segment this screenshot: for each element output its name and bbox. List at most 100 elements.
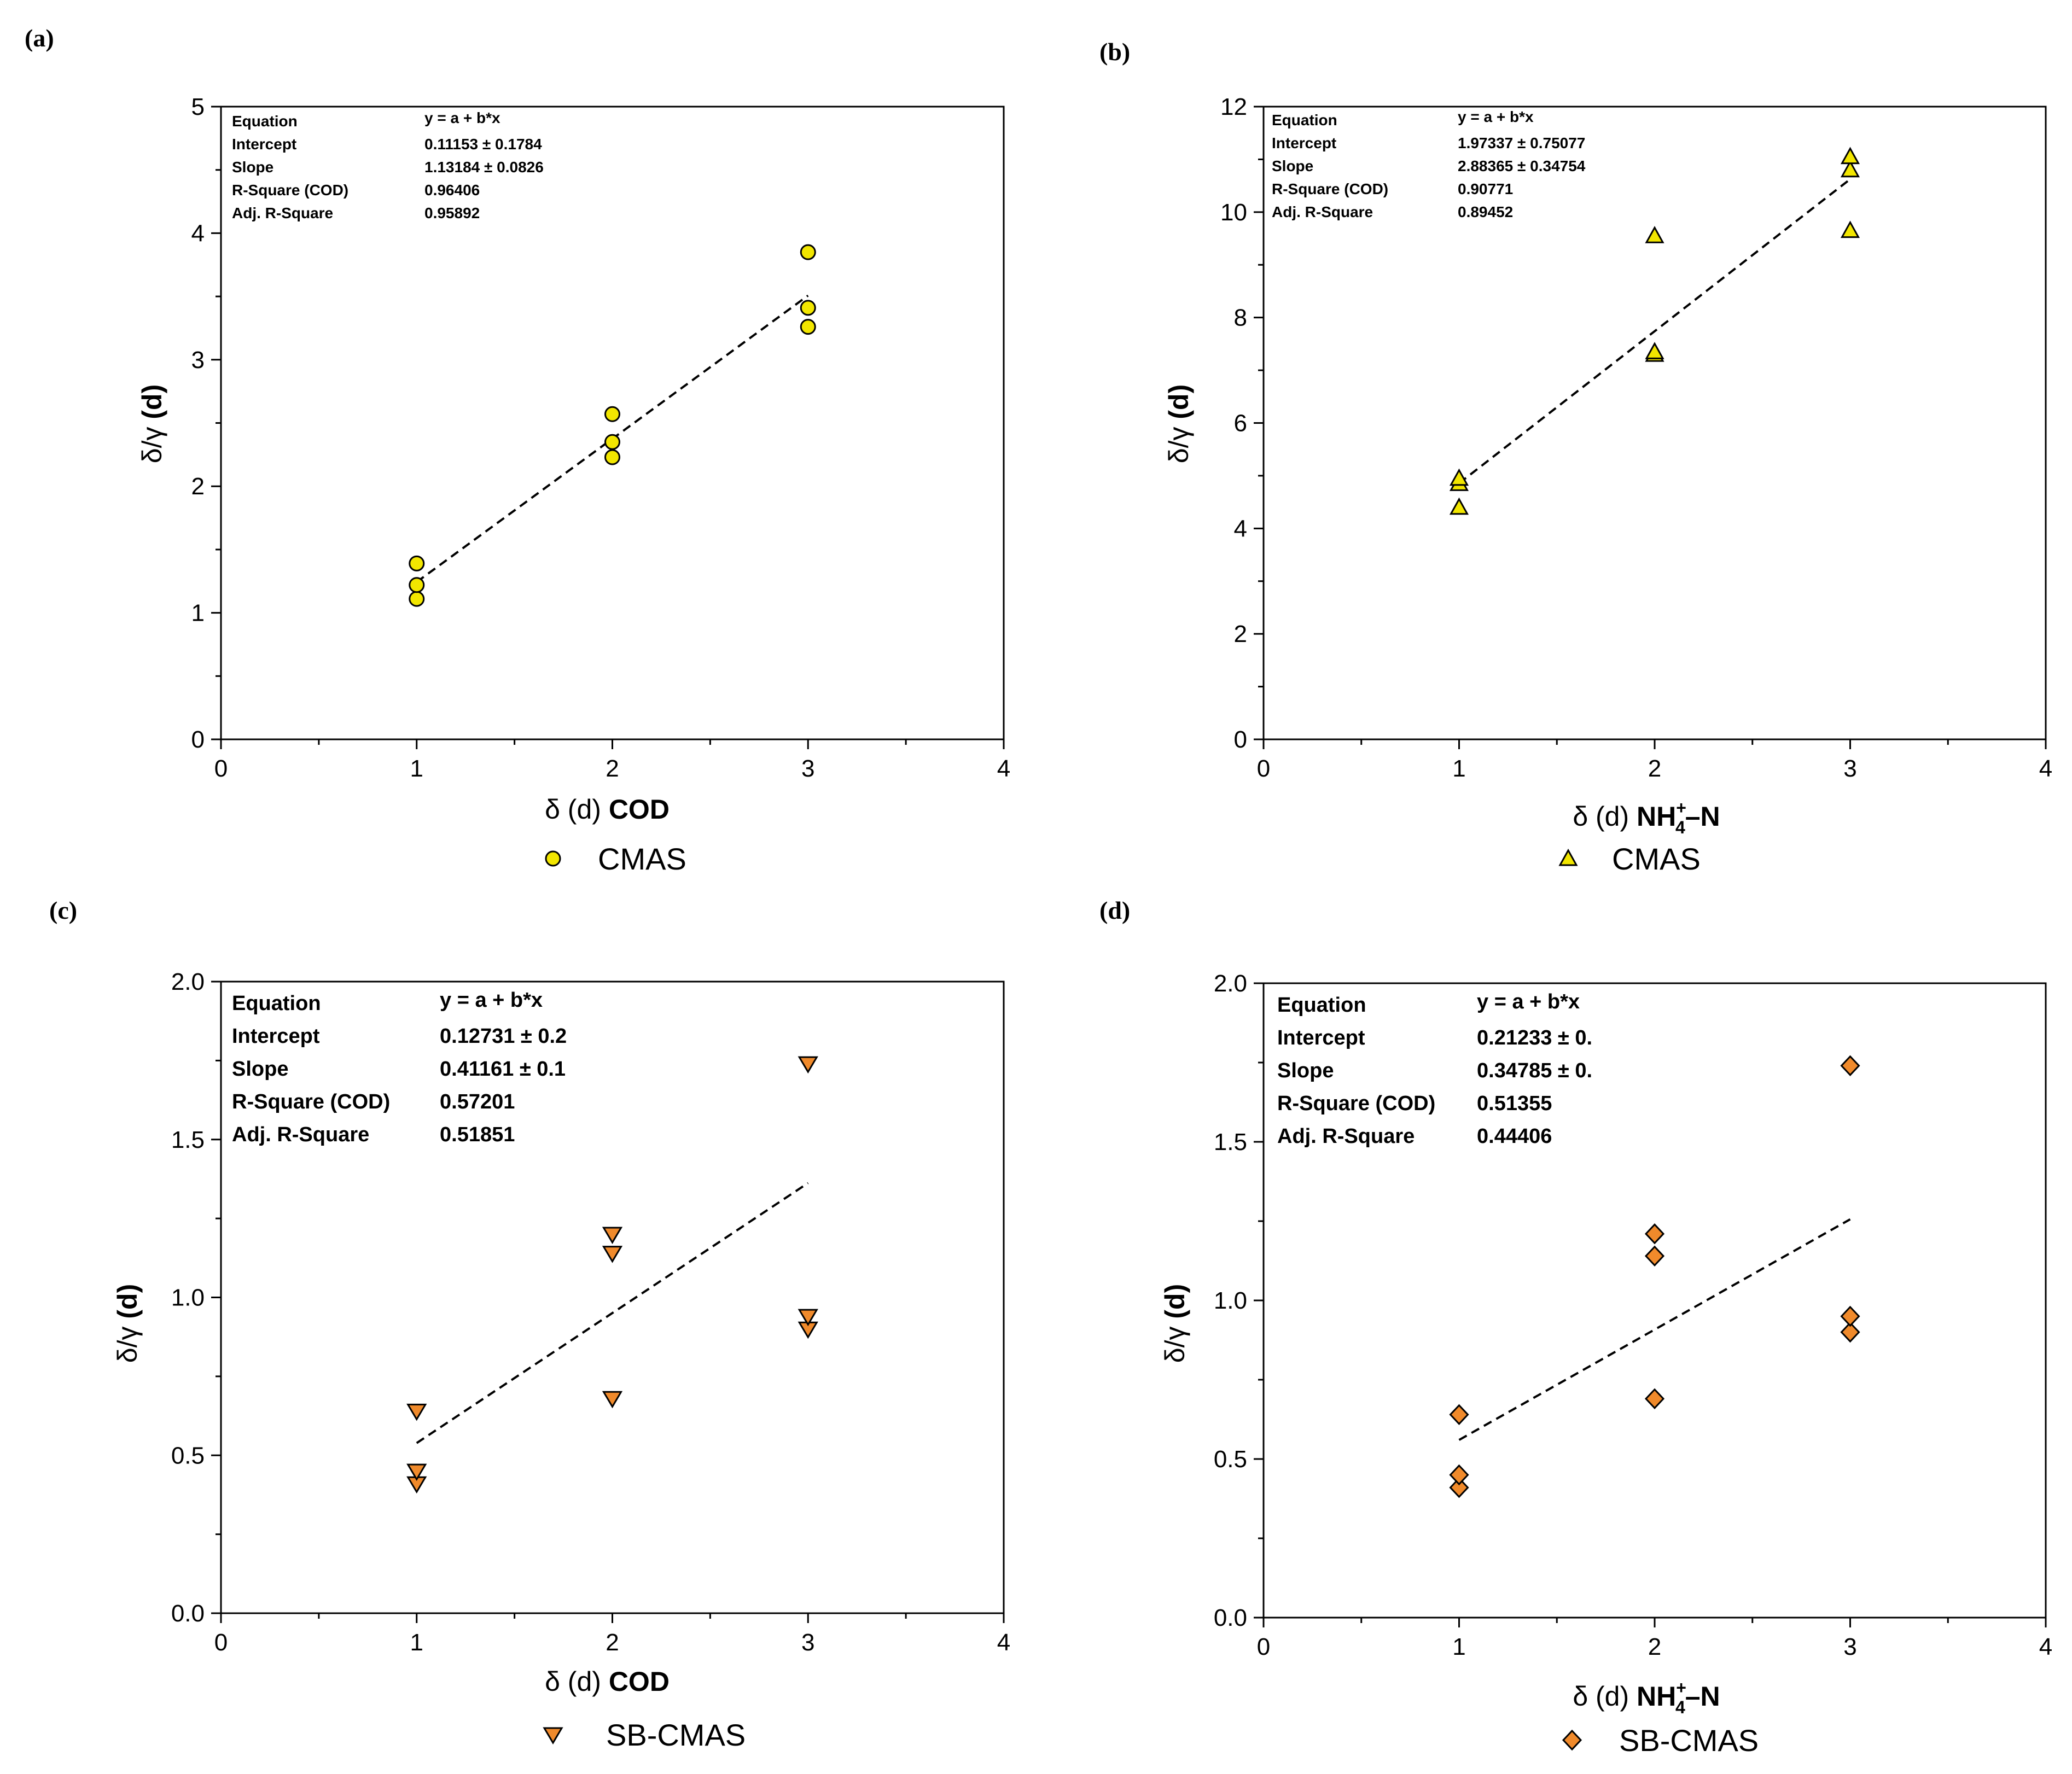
x-axis-title-text: δ (d) [1573, 1681, 1637, 1712]
x-axis-title-bold: COD [609, 1666, 670, 1697]
x-tick-label: 1 [410, 1629, 423, 1656]
x-axis-title-text: δ (d) [545, 794, 609, 825]
stats-value: 0.34785 ± 0. [1477, 1059, 1592, 1082]
fit-line [416, 1182, 809, 1444]
stats-value: y = a + b*x [1477, 990, 1580, 1013]
y-tick-label: 12 [1220, 94, 1247, 120]
y-tick-label: 5 [191, 94, 205, 120]
y-axis-title-unit: (d) [1160, 1284, 1190, 1319]
y-tick-label: 2 [1234, 621, 1247, 647]
stats-label: Slope [1272, 157, 1313, 174]
stats-label: Intercept [232, 136, 296, 153]
data-point [1840, 220, 1860, 238]
stats-value: 0.95892 [424, 205, 480, 221]
y-axis-title-unit: (d) [137, 384, 167, 419]
x-axis-title: δ (d) NH+ 4–N [1573, 1678, 1720, 1717]
stats-label: Intercept [1272, 135, 1336, 151]
y-tick-label: 10 [1220, 199, 1247, 226]
panel-label: (d) [1099, 896, 1130, 924]
fit-line [1458, 178, 1851, 485]
legend-label: CMAS [1612, 842, 1701, 876]
x-axis-title-sub: 4 [1675, 1697, 1685, 1717]
y-axis-title-text: δ/γ [1163, 419, 1194, 464]
data-point [1449, 1464, 1469, 1486]
x-tick-label: 0 [1257, 755, 1270, 782]
y-tick-label: 0 [191, 726, 205, 753]
y-tick-label: 0.5 [1214, 1446, 1247, 1473]
x-tick-label: 2 [1648, 755, 1661, 782]
stats-label: R-Square (COD) [1277, 1092, 1435, 1115]
x-tick-label: 4 [997, 1629, 1010, 1656]
x-tick-label: 3 [801, 1629, 814, 1656]
y-axis-title: δ/γ (d) [112, 1284, 143, 1363]
x-axis-title-bold: NH [1637, 801, 1676, 832]
stats-label: Equation [1272, 112, 1337, 129]
y-tick-label: 0 [1234, 726, 1247, 753]
data-point [800, 319, 816, 335]
y-tick-label: 4 [1234, 515, 1247, 542]
data-point [1449, 1404, 1469, 1425]
legend-label: SB-CMAS [606, 1718, 746, 1752]
legend-label: SB-CMAS [1619, 1723, 1759, 1758]
stats-value: 0.41161 ± 0.1 [440, 1058, 566, 1081]
data-point [1449, 468, 1469, 486]
stats-label: R-Square (COD) [232, 182, 348, 199]
stats-label: Adj. R-Square [1272, 203, 1373, 220]
x-tick-label: 0 [214, 755, 228, 782]
panel-label: (b) [1099, 38, 1130, 66]
data-point [800, 300, 816, 316]
x-tick-label: 3 [1843, 1633, 1856, 1660]
y-tick-label: 1.0 [1214, 1287, 1247, 1314]
y-tick-label: 1.5 [1214, 1129, 1247, 1156]
x-tick-label: 1 [1452, 755, 1465, 782]
stats-value: 1.13184 ± 0.0826 [424, 159, 544, 176]
stats-label: Slope [232, 1058, 288, 1081]
y-axis-title: δ/γ (d) [1163, 384, 1194, 463]
y-tick-label: 4 [191, 220, 205, 247]
data-point [1840, 160, 1860, 178]
legend-marker [1562, 1729, 1582, 1751]
y-axis-title-text: δ/γ [1160, 1319, 1190, 1363]
x-tick-label: 3 [801, 755, 814, 782]
stats-value: 0.44406 [1477, 1125, 1552, 1148]
stats-label: Intercept [1277, 1026, 1365, 1049]
chart-panel-1: (a) 0 1 2 3 4 0 1 2 3 4 5 δ/γ (d) δ (d) COD Equation y … [25, 24, 1010, 876]
y-tick-label: 0.0 [171, 1600, 205, 1627]
data-point [409, 591, 425, 607]
y-tick-label: 0.5 [171, 1442, 205, 1469]
data-point [406, 1403, 427, 1421]
stats-value: 0.57201 [440, 1090, 515, 1113]
x-axis-title-post: –N [1685, 1681, 1720, 1712]
x-tick-label: 0 [1257, 1633, 1270, 1660]
y-tick-label: 1.0 [171, 1285, 205, 1311]
data-point [602, 1246, 623, 1263]
stats-value: y = a + b*x [424, 109, 500, 126]
data-point [406, 1463, 427, 1481]
x-tick-label: 2 [1648, 1633, 1661, 1660]
stats-value: 0.51355 [1477, 1092, 1552, 1115]
data-point [604, 449, 620, 465]
x-axis-title: δ (d) COD [545, 794, 670, 825]
stats-label: Equation [232, 992, 321, 1015]
data-point [1645, 226, 1664, 243]
stats-value: y = a + b*x [440, 989, 543, 1012]
stats-label: Equation [1277, 994, 1366, 1017]
x-axis-title-text: δ (d) [545, 1666, 609, 1697]
x-tick-label: 4 [997, 755, 1010, 782]
stats-value: 0.96406 [424, 182, 480, 199]
data-point [604, 406, 620, 422]
x-tick-label: 4 [2039, 755, 2052, 782]
data-point [409, 577, 425, 593]
y-axis-title-text: δ/γ [112, 1319, 143, 1363]
x-tick-label: 2 [606, 755, 619, 782]
stats-value: y = a + b*x [1458, 108, 1534, 125]
legend-marker [545, 850, 561, 867]
chart-panel-4: (d) 0 1 2 3 4 0.0 0.5 1.0 1.5 2.0 δ/γ (d) δ (d) NH+ 4… [1099, 896, 2052, 1758]
panel-label: (c) [49, 896, 77, 924]
x-tick-label: 3 [1843, 755, 1856, 782]
data-point [1449, 1477, 1469, 1498]
x-axis-title-post: –N [1685, 801, 1720, 832]
data-point [602, 1227, 623, 1244]
